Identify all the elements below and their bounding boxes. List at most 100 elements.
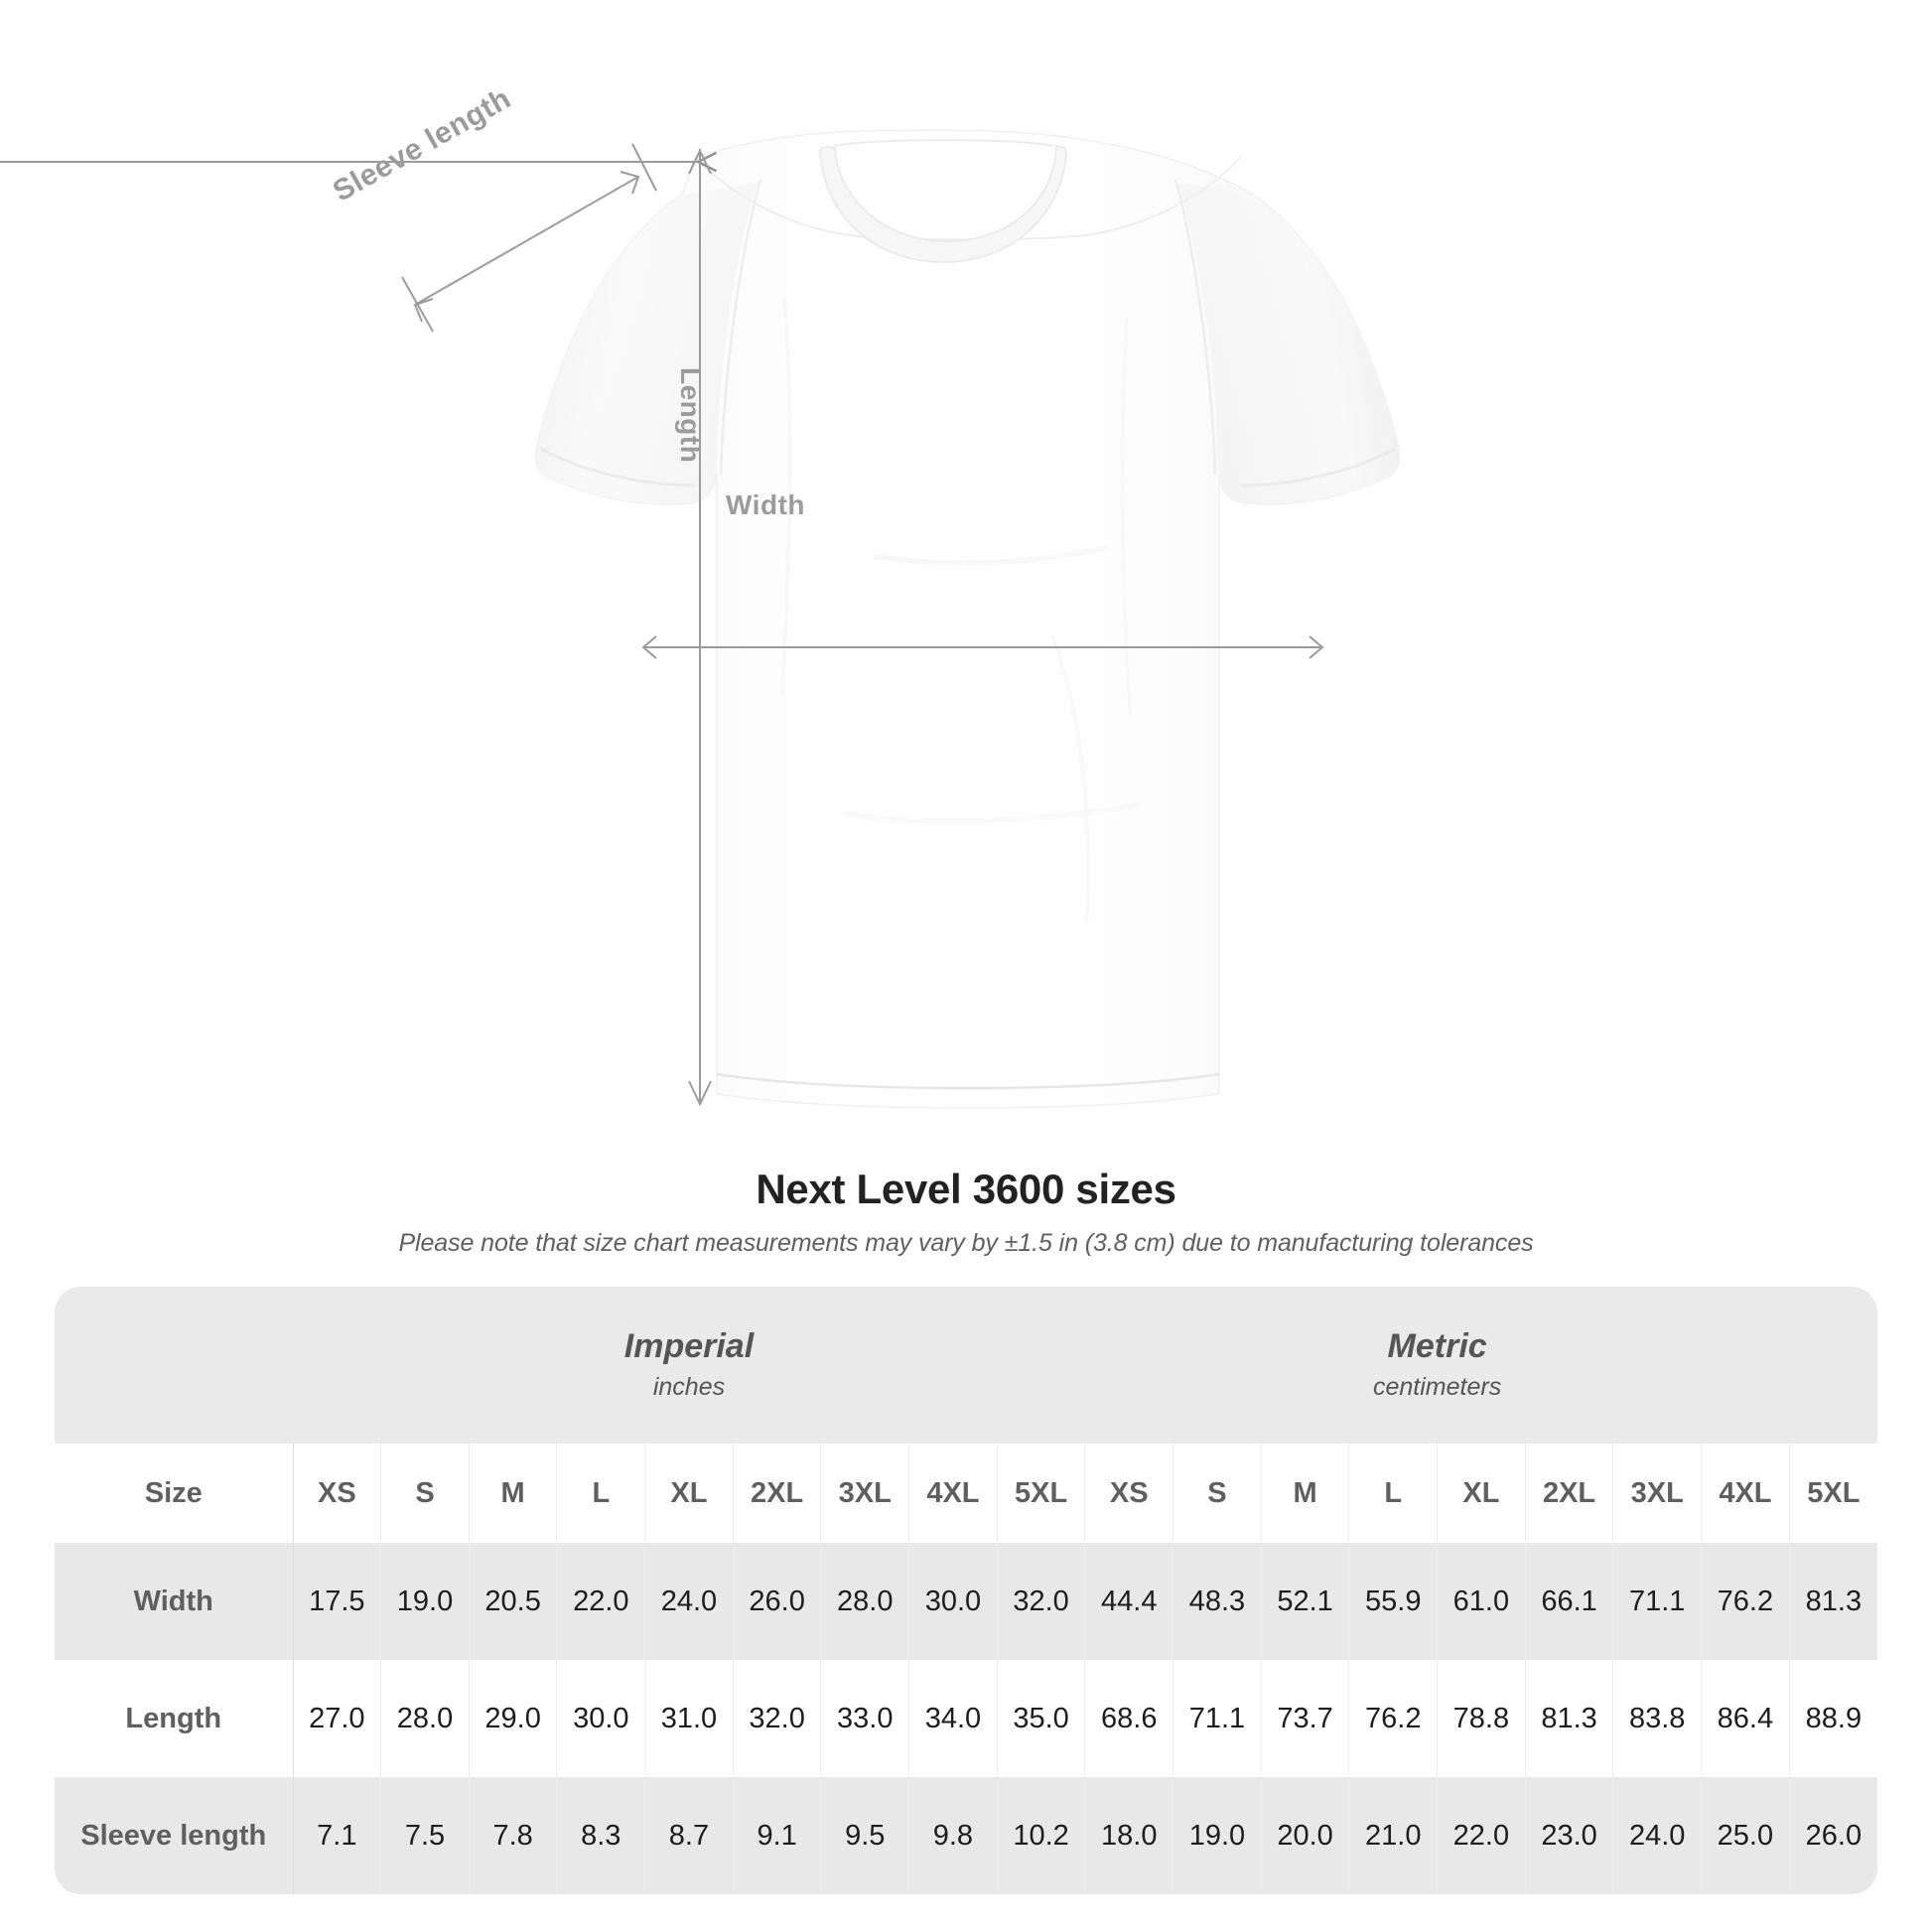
size-header-imperial-4xl: 4XL	[908, 1444, 998, 1543]
cell-width-metric-xs: 44.4	[1084, 1543, 1174, 1660]
unit-group-metric: Metric centimeters	[1084, 1287, 1790, 1444]
cell-length-metric-2xl: 81.3	[1525, 1660, 1614, 1777]
size-header-metric-m: M	[1261, 1444, 1350, 1543]
shirt-illustration	[0, 129, 1401, 1109]
cell-length-metric-l: 76.2	[1348, 1660, 1439, 1777]
unit-corner-spacer	[55, 1287, 293, 1444]
cell-width-imperial-m: 20.5	[469, 1543, 558, 1660]
cell-length-metric-m: 73.7	[1261, 1660, 1350, 1777]
cell-sleeve-imperial-m: 7.8	[469, 1777, 558, 1894]
size-chart-table-wrapper: Imperial inches Metric centimeters Size …	[55, 1287, 1877, 1894]
unit-group-row: Imperial inches Metric centimeters	[55, 1287, 1877, 1444]
size-header-metric-xl: XL	[1437, 1444, 1526, 1543]
size-header-imperial-m: M	[469, 1444, 558, 1543]
cell-sleeve-imperial-5xl: 10.2	[997, 1777, 1086, 1894]
cell-length-imperial-4xl: 34.0	[908, 1660, 998, 1777]
table-row: Width 17.5 19.0 20.5 22.0 24.0 26.0 28.0…	[55, 1543, 1877, 1660]
cell-length-metric-xl: 78.8	[1437, 1660, 1526, 1777]
cell-width-imperial-l: 22.0	[556, 1543, 646, 1660]
size-header-row: Size XS S M L XL 2XL 3XL 4XL 5XL XS S M …	[55, 1444, 1877, 1543]
cell-length-imperial-xl: 31.0	[644, 1660, 734, 1777]
cell-length-metric-s: 71.1	[1173, 1660, 1262, 1777]
size-header-metric-4xl: 4XL	[1701, 1444, 1790, 1543]
cell-width-metric-xl: 61.0	[1437, 1543, 1526, 1660]
cell-width-metric-4xl: 76.2	[1701, 1543, 1790, 1660]
size-header-metric-3xl: 3XL	[1612, 1444, 1703, 1543]
cell-width-metric-2xl: 66.1	[1525, 1543, 1614, 1660]
cell-width-imperial-3xl: 28.0	[820, 1543, 910, 1660]
row-label-sleeve-length: Sleeve length	[55, 1777, 294, 1894]
cell-sleeve-metric-xs: 18.0	[1084, 1777, 1174, 1894]
row-label-length: Length	[55, 1660, 294, 1777]
size-header-imperial-xs: XS	[293, 1444, 382, 1543]
size-header-imperial-l: L	[556, 1444, 646, 1543]
size-header-imperial-s: S	[380, 1444, 470, 1543]
tolerance-note: Please note that size chart measurements…	[398, 1229, 1534, 1257]
size-header-metric-s: S	[1173, 1444, 1262, 1543]
cell-length-imperial-s: 28.0	[380, 1660, 470, 1777]
cell-sleeve-metric-3xl: 24.0	[1612, 1777, 1703, 1894]
cell-length-imperial-3xl: 33.0	[820, 1660, 910, 1777]
cell-length-imperial-m: 29.0	[469, 1660, 558, 1777]
size-header-metric-2xl: 2XL	[1525, 1444, 1614, 1543]
title-block: Next Level 3600 sizes Please note that s…	[0, 1166, 1932, 1258]
cell-sleeve-imperial-xs: 7.1	[293, 1777, 382, 1894]
cell-width-imperial-5xl: 32.0	[997, 1543, 1086, 1660]
cell-sleeve-metric-5xl: 26.0	[1789, 1777, 1877, 1894]
cell-sleeve-imperial-2xl: 9.1	[733, 1777, 822, 1894]
page-title: Next Level 3600 sizes	[756, 1166, 1176, 1212]
size-header-imperial-3xl: 3XL	[820, 1444, 910, 1543]
table-row: Length 27.0 28.0 29.0 30.0 31.0 32.0 33.…	[55, 1660, 1877, 1777]
cell-sleeve-metric-2xl: 23.0	[1525, 1777, 1614, 1894]
cell-width-imperial-xs: 17.5	[293, 1543, 382, 1660]
cell-length-metric-4xl: 86.4	[1701, 1660, 1790, 1777]
length-dimension-line	[0, 148, 711, 1107]
unit-group-metric-name: Metric	[1387, 1327, 1487, 1366]
unit-group-imperial-name: Imperial	[623, 1327, 755, 1366]
size-header-imperial-2xl: 2XL	[733, 1444, 822, 1543]
cell-length-metric-xs: 68.6	[1084, 1660, 1174, 1777]
cell-sleeve-imperial-3xl: 9.5	[820, 1777, 910, 1894]
cell-width-metric-m: 52.1	[1261, 1543, 1350, 1660]
cell-length-imperial-2xl: 32.0	[733, 1660, 822, 1777]
cell-width-metric-l: 55.9	[1348, 1543, 1439, 1660]
cell-width-imperial-4xl: 30.0	[908, 1543, 998, 1660]
cell-sleeve-metric-m: 20.0	[1261, 1777, 1350, 1894]
width-dimension-line	[641, 635, 1324, 659]
cell-sleeve-metric-xl: 22.0	[1437, 1777, 1526, 1894]
cell-sleeve-imperial-s: 7.5	[380, 1777, 470, 1894]
cell-sleeve-metric-4xl: 25.0	[1701, 1777, 1790, 1894]
row-label-width: Width	[55, 1543, 294, 1660]
size-header-metric-5xl: 5XL	[1789, 1444, 1877, 1543]
cell-sleeve-imperial-l: 8.3	[556, 1777, 646, 1894]
cell-width-imperial-xl: 24.0	[644, 1543, 734, 1660]
cell-width-metric-3xl: 71.1	[1612, 1543, 1703, 1660]
size-header-metric-xs: XS	[1084, 1444, 1174, 1543]
cell-width-imperial-s: 19.0	[380, 1543, 470, 1660]
cell-sleeve-metric-s: 19.0	[1173, 1777, 1262, 1894]
width-label: Width	[726, 489, 805, 520]
size-chart-table: Imperial inches Metric centimeters Size …	[55, 1287, 1877, 1894]
unit-group-imperial: Imperial inches	[293, 1287, 1085, 1444]
cell-width-metric-s: 48.3	[1173, 1543, 1262, 1660]
cell-sleeve-imperial-xl: 8.7	[644, 1777, 734, 1894]
size-header-label: Size	[55, 1444, 294, 1543]
unit-group-metric-sub: centimeters	[1373, 1373, 1502, 1402]
cell-length-imperial-xs: 27.0	[293, 1660, 382, 1777]
size-header-imperial-xl: XL	[644, 1444, 734, 1543]
length-label: Length	[675, 367, 706, 464]
cell-width-imperial-2xl: 26.0	[733, 1543, 822, 1660]
unit-group-imperial-sub: inches	[652, 1373, 726, 1402]
cell-sleeve-metric-l: 21.0	[1348, 1777, 1439, 1894]
cell-width-metric-5xl: 81.3	[1789, 1543, 1877, 1660]
cell-length-imperial-5xl: 35.0	[997, 1660, 1086, 1777]
unit-corner-spacer-right	[1789, 1287, 1877, 1444]
cell-sleeve-imperial-4xl: 9.8	[908, 1777, 998, 1894]
cell-length-imperial-l: 30.0	[556, 1660, 646, 1777]
size-header-imperial-5xl: 5XL	[997, 1444, 1086, 1543]
table-row: Sleeve length 7.1 7.5 7.8 8.3 8.7 9.1 9.…	[55, 1777, 1877, 1894]
shirt-body-shape	[534, 129, 1401, 1109]
cell-length-metric-3xl: 83.8	[1612, 1660, 1703, 1777]
sleeve-length-dimension-line	[401, 143, 657, 333]
cell-length-metric-5xl: 88.9	[1789, 1660, 1877, 1777]
